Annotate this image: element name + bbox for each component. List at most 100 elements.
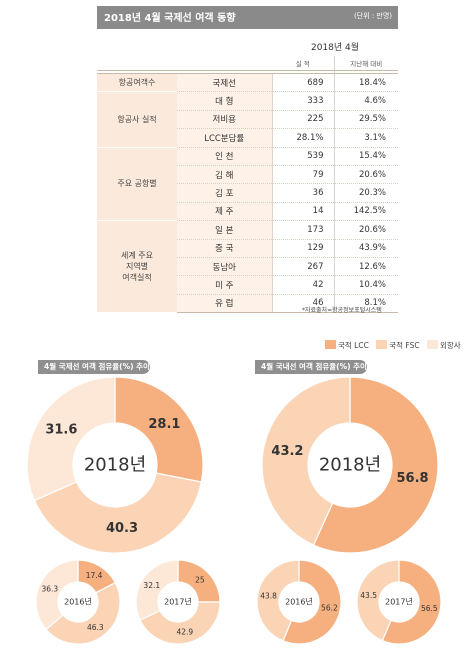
row-name: 인 천	[177, 147, 273, 166]
table-row: 동남아 267 12.6%	[97, 257, 398, 277]
data-label: 46.3	[87, 623, 104, 632]
legend-item-fsc: 국적 FSC	[376, 340, 420, 351]
period-header: 2018년 4월	[310, 42, 360, 53]
row-name: 김 포	[177, 183, 273, 203]
passenger-table: 2018년 4월 실 적 지난해 대비 항공여객수 국제선 689 18.4% 항공사 …	[97, 36, 398, 314]
table-row: 주요 공항별 인 천 539 15.4%	[97, 147, 398, 222]
row-value: 333	[272, 91, 334, 111]
pie-slice	[35, 559, 79, 631]
row-name: 일 본	[177, 220, 273, 240]
pie-slice	[256, 559, 300, 642]
center-label: 2018년	[84, 455, 146, 476]
row-name: 중 국	[177, 239, 273, 258]
table-header-bar	[97, 6, 398, 29]
donut-chart: 56.2 43.8 2016년	[256, 559, 342, 645]
group-label: 주요 공항별	[97, 147, 177, 222]
row-change: 10.4%	[333, 275, 398, 295]
table-row: 유 럽 46 8.1%	[97, 294, 398, 314]
donut-chart: 25 42.9 32.1 2017년	[135, 559, 221, 645]
data-label: 25	[195, 576, 205, 585]
data-label: 43.5	[360, 591, 377, 600]
table-row: 세계 주요 지역별 여객실적 일 본 173 20.6%	[97, 220, 398, 314]
row-name: 유 럽	[177, 294, 273, 314]
domestic-chart-title: 4월 국내선 여객 점유율(%) 추이	[255, 360, 367, 374]
pie-slice	[33, 472, 203, 554]
row-change: 3.1%	[333, 128, 398, 148]
row-value: 42	[272, 275, 334, 295]
donut-chart: 17.4 46.3 36.3 2016년	[35, 559, 121, 645]
data-label: 32.1	[143, 581, 160, 590]
row-change: 15.4%	[333, 147, 398, 166]
row-value: 689	[272, 73, 334, 93]
row-value: 225	[272, 110, 334, 130]
row-name: 김 해	[177, 165, 273, 185]
table-row: 저비용 225 29.5%	[97, 110, 398, 130]
pie-slice	[312, 376, 439, 554]
row-change: 142.5%	[333, 202, 398, 222]
row-change: 43.9%	[333, 239, 398, 258]
col-value-header: 실 적	[272, 56, 334, 71]
row-change: 8.1%	[333, 294, 398, 314]
data-label: 28.1	[148, 417, 180, 432]
pie-slice	[114, 376, 204, 483]
center-label: 2017년	[385, 597, 413, 607]
data-label: 31.6	[45, 423, 77, 438]
data-label: 42.9	[177, 628, 194, 637]
row-name: 저비용	[177, 110, 273, 130]
center-label: 2017년	[164, 597, 192, 607]
legend-swatch	[376, 340, 388, 349]
group-label: 항공여객수	[97, 73, 177, 93]
center-label: 2016년	[285, 597, 313, 607]
row-value: 267	[272, 257, 334, 277]
table-row: LCC분담률 28.1% 3.1%	[97, 128, 398, 148]
row-name: 동남아	[177, 257, 273, 277]
table-row: 항공여객수 국제선 689 18.4%	[97, 73, 398, 93]
legend-swatch	[325, 340, 336, 349]
data-label: 36.3	[41, 585, 58, 594]
donut-chart: 56.5 43.5 2017년	[356, 559, 442, 645]
row-value: 129	[272, 239, 334, 258]
donut-chart: 28.1 40.3 31.6 2018년	[26, 376, 204, 554]
pie-slice	[139, 601, 221, 645]
data-label: 17.4	[86, 571, 103, 580]
legend-swatch	[427, 340, 438, 349]
row-change: 20.6%	[333, 165, 398, 185]
row-value: 79	[272, 165, 334, 185]
row-change: 20.3%	[333, 183, 398, 203]
group-label: 세계 주요 지역별 여객실적	[97, 220, 177, 314]
row-value: 14	[272, 202, 334, 222]
row-value: 36	[272, 183, 334, 203]
data-label: 43.8	[260, 591, 277, 600]
data-label: 56.2	[321, 604, 338, 613]
table-title: 2018년 4월 국제선 여객 동향	[104, 13, 236, 24]
pie-slice	[261, 376, 351, 546]
data-label: 56.8	[397, 471, 429, 486]
legend-item-foreign: 외항사	[427, 340, 461, 351]
row-value: 173	[272, 220, 334, 240]
col-change-header: 지난해 대비	[333, 56, 398, 71]
row-name: 제 주	[177, 202, 273, 222]
row-change: 4.6%	[333, 91, 398, 111]
row-value: 28.1%	[272, 128, 334, 148]
pie-slice	[45, 581, 121, 645]
table-row: 김 포 36 20.3%	[97, 183, 398, 203]
data-label: 40.3	[106, 521, 138, 536]
row-change: 29.5%	[333, 110, 398, 130]
pie-slice	[356, 559, 400, 642]
row-change: 18.4%	[333, 73, 398, 93]
row-value: 539	[272, 147, 334, 166]
data-label: 56.5	[421, 604, 438, 613]
row-name: 대 형	[177, 91, 273, 111]
table-row: 김 해 79 20.6%	[97, 165, 398, 185]
donut-chart: 56.8 43.2 2018년	[261, 376, 439, 554]
pie-slice	[26, 376, 116, 502]
intl-chart-title: 4월 국제선 여객 점유율(%) 추이	[38, 360, 150, 374]
row-name: LCC분담률	[177, 128, 273, 148]
row-value: 46	[272, 294, 334, 314]
data-label: 43.2	[271, 444, 303, 459]
center-label: 2018년	[319, 455, 381, 476]
row-change: 12.6%	[333, 257, 398, 277]
source-note: *자료출처=항공정보포털시스템	[302, 307, 382, 314]
table-row: 중 국 129 43.9%	[97, 239, 398, 258]
